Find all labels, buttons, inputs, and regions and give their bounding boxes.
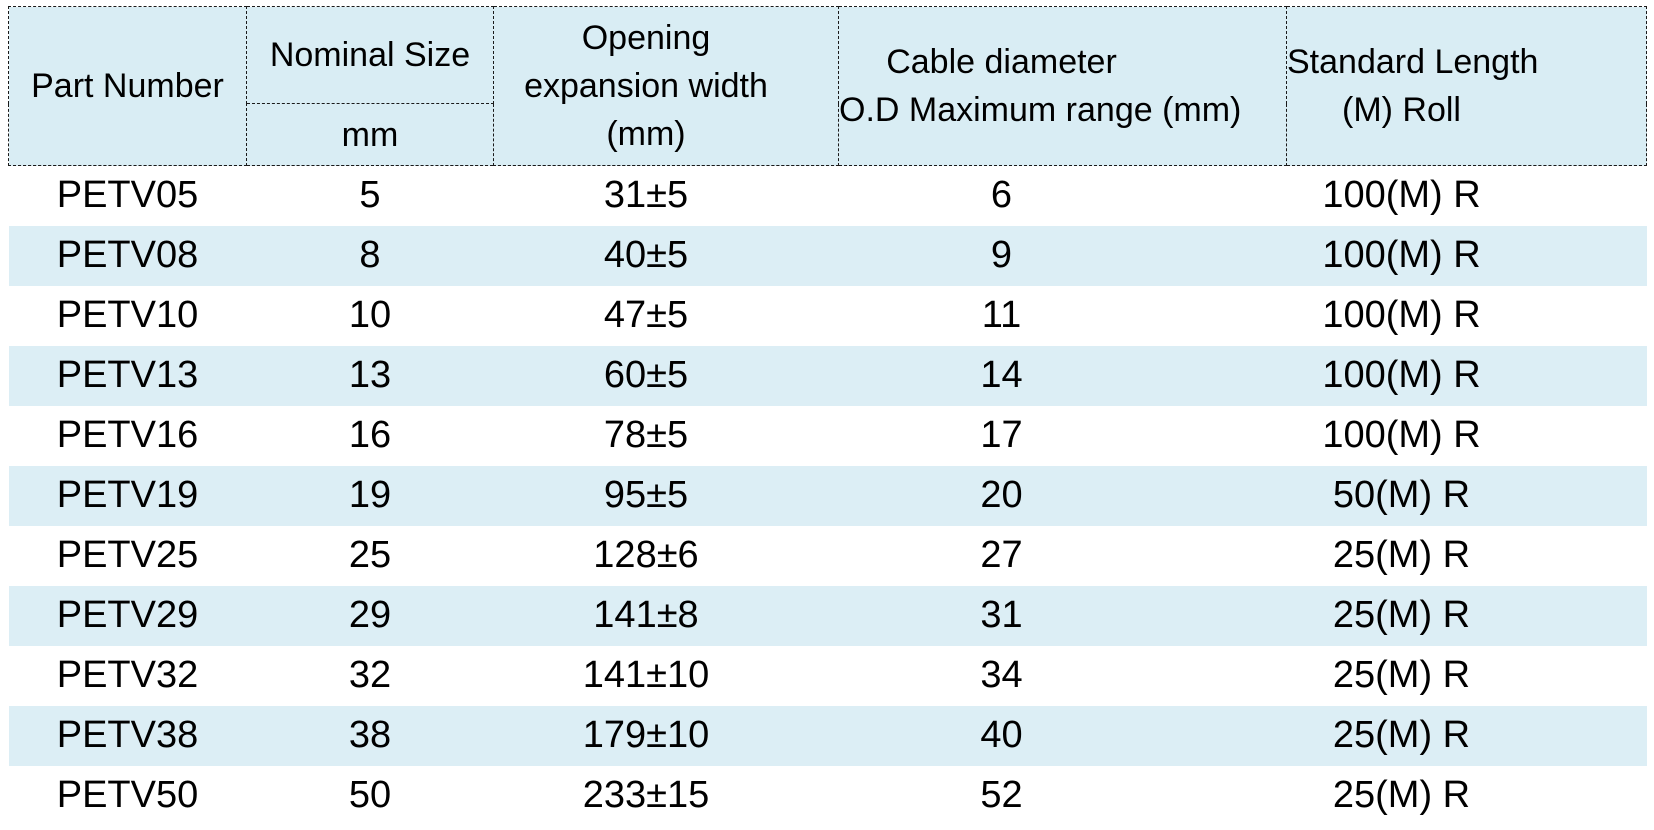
cell-nominal-size: 16: [348, 414, 392, 456]
table-row: PETV29 29 141±8 31 25(M) R: [8, 585, 1647, 646]
cell-part-number: PETV38: [56, 714, 199, 756]
cell-opening-width: 141±8: [593, 594, 699, 636]
cell-nominal-size: 10: [348, 294, 392, 336]
cell-cable-diameter: 14: [980, 354, 1023, 396]
cell-part-number: PETV16: [56, 414, 199, 456]
cell-opening-width: 141±10: [582, 654, 710, 696]
header-opening-line-1: Opening: [581, 19, 711, 57]
cell-nominal-size: 50: [348, 774, 392, 816]
table-row: PETV32 32 141±10 34 25(M) R: [9, 646, 1647, 706]
cell-part-number: PETV25: [56, 534, 199, 576]
cell-nominal-size: 32: [348, 654, 392, 696]
cell-opening-width: 78±5: [603, 414, 689, 456]
table-row: PETV13 13 60±5 14 100(M) R: [8, 345, 1647, 406]
cell-part-number: PETV08: [56, 234, 199, 276]
spec-table: Part Number Nominal Size Opening expansi…: [8, 6, 1647, 826]
table-row: PETV08 8 40±5 9 100(M) R: [8, 225, 1647, 286]
cell-nominal-size: 8: [359, 234, 381, 276]
header-cable-line-1: Cable diameter: [886, 43, 1117, 81]
table-row: PETV38 38 179±10 40 25(M) R: [8, 705, 1647, 766]
cell-nominal-size: 38: [348, 714, 392, 756]
cell-part-number: PETV32: [56, 654, 199, 696]
cell-opening-width: 95±5: [603, 474, 689, 516]
cell-standard-length: 25(M) R: [1332, 774, 1471, 816]
table-row: PETV19 19 95±5 20 50(M) R: [8, 465, 1647, 526]
cell-standard-length: 25(M) R: [1332, 654, 1471, 696]
cell-opening-width: 128±6: [593, 534, 699, 576]
cell-opening-width: 60±5: [603, 354, 689, 396]
cell-cable-diameter: 40: [980, 714, 1023, 756]
header-part-number: Part Number: [8, 6, 247, 166]
header-cable-diameter: Cable diameter O.D Maximum range (mm): [838, 6, 1287, 166]
cell-opening-width: 233±15: [582, 774, 710, 816]
table-header: Part Number Nominal Size Opening expansi…: [8, 6, 1647, 166]
cell-nominal-size: 5: [359, 174, 381, 217]
header-opening-expansion-width: Opening expansion width (mm): [493, 6, 839, 166]
cell-cable-diameter: 17: [980, 414, 1023, 456]
cell-nominal-size: 25: [348, 534, 392, 576]
table-row: PETV25 25 128±6 27 25(M) R: [9, 526, 1647, 586]
cell-standard-length: 25(M) R: [1332, 534, 1471, 576]
cell-nominal-size: 19: [348, 474, 392, 516]
header-nominal-size-unit: mm: [246, 103, 494, 166]
cell-cable-diameter: 9: [990, 234, 1013, 276]
cell-standard-length: 100(M) R: [1322, 174, 1481, 217]
table-row: PETV10 10 47±5 11 100(M) R: [9, 286, 1647, 346]
header-length-line-2: (M) Roll: [1342, 91, 1461, 129]
cell-part-number: PETV05: [56, 174, 199, 217]
cell-opening-width: 179±10: [582, 714, 710, 756]
cell-opening-width: 47±5: [603, 294, 689, 336]
cell-opening-width: 40±5: [603, 234, 689, 276]
cell-cable-diameter: 31: [980, 594, 1023, 636]
cell-cable-diameter: 52: [980, 774, 1023, 816]
cell-cable-diameter: 11: [981, 294, 1022, 336]
cell-standard-length: 25(M) R: [1332, 594, 1471, 636]
cell-part-number: PETV50: [56, 774, 199, 816]
table-row: PETV05 5 31±5 6 100(M) R: [9, 166, 1647, 226]
cell-part-number: PETV19: [56, 474, 199, 516]
cell-nominal-size: 29: [348, 594, 392, 636]
cell-nominal-size: 13: [348, 354, 392, 396]
cell-cable-diameter: 34: [980, 654, 1023, 696]
cell-standard-length: 50(M) R: [1332, 474, 1471, 516]
cell-standard-length: 100(M) R: [1322, 354, 1481, 396]
header-opening-line-2: expansion width: [524, 67, 768, 105]
cell-standard-length: 25(M) R: [1332, 714, 1471, 756]
cell-standard-length: 100(M) R: [1322, 414, 1481, 456]
header-length-line-1: Standard Length: [1287, 43, 1539, 81]
cell-cable-diameter: 20: [980, 474, 1023, 516]
header-cable-line-2: O.D Maximum range (mm): [839, 91, 1242, 129]
cell-cable-diameter: 27: [980, 534, 1023, 576]
header-nominal-size: Nominal Size: [246, 6, 494, 104]
header-standard-length: Standard Length (M) Roll: [1286, 6, 1647, 166]
table-row: PETV16 16 78±5 17 100(M) R: [9, 406, 1647, 466]
cell-standard-length: 100(M) R: [1322, 234, 1481, 276]
cell-part-number: PETV13: [56, 354, 199, 396]
cell-cable-diameter: 6: [990, 174, 1013, 217]
table-row: PETV50 50 233±15 52 25(M) R: [9, 766, 1647, 826]
cell-opening-width: 31±5: [603, 174, 689, 217]
cell-part-number: PETV10: [56, 294, 199, 336]
header-opening-line-3: (mm): [606, 115, 686, 153]
cell-standard-length: 100(M) R: [1322, 294, 1481, 336]
table-body: PETV05 5 31±5 6 100(M) R PETV08 8 40±5 9…: [8, 166, 1647, 826]
cell-part-number: PETV29: [56, 594, 199, 636]
